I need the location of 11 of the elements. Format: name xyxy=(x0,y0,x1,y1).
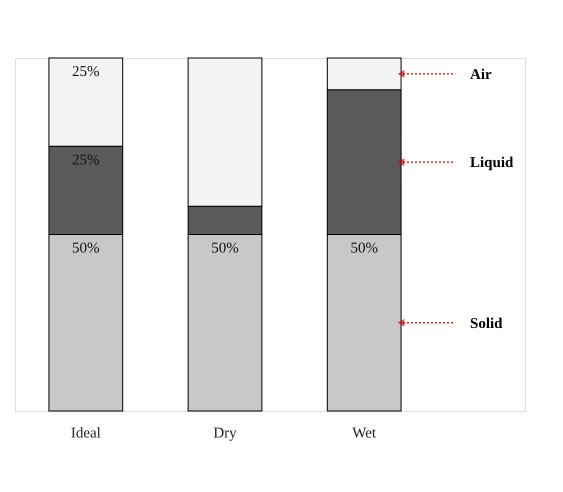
data-label: 25% xyxy=(72,152,100,168)
text: Solid xyxy=(470,316,504,332)
data-label: 50% xyxy=(72,240,100,256)
text: Liquid xyxy=(470,155,514,172)
x-tick-label: Ideal xyxy=(70,426,101,442)
data-label: 25% xyxy=(72,64,100,80)
x-tick-label: Dry xyxy=(213,426,238,442)
text: Air xyxy=(470,66,492,83)
data-label: 50% xyxy=(350,240,378,256)
data-label: 50% xyxy=(211,240,239,256)
x-tick-label: Wet xyxy=(352,426,377,442)
